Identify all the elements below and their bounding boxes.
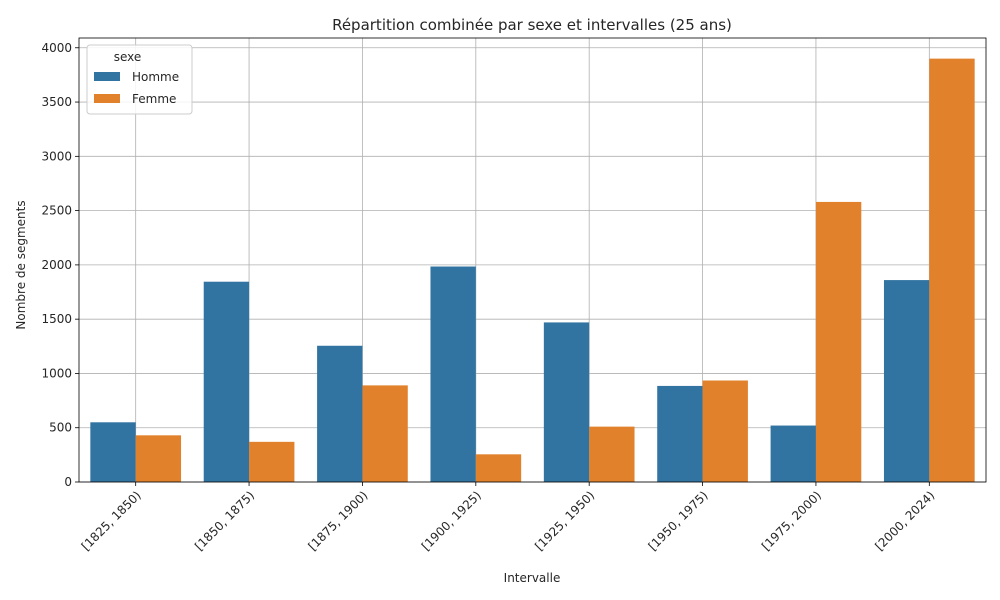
bar-femme xyxy=(702,380,748,482)
legend-label-femme: Femme xyxy=(132,92,176,106)
y-tick-label: 4000 xyxy=(41,41,72,55)
x-tick-label: [1950, 1975) xyxy=(646,488,711,553)
plot-frame xyxy=(78,37,987,483)
y-tick-label: 1000 xyxy=(41,366,72,380)
bar-femme xyxy=(589,426,635,482)
x-tick-label: [1925, 1950) xyxy=(532,488,597,553)
bar-homme xyxy=(317,345,363,482)
bar-homme xyxy=(770,425,816,482)
y-tick-label: 500 xyxy=(49,421,72,435)
bar-homme xyxy=(543,322,590,482)
bar-femme xyxy=(929,58,975,482)
x-axis-title: Intervalle xyxy=(504,571,561,585)
x-tick-label: [1900, 1925) xyxy=(419,488,484,553)
x-axis: [1825, 1850) [1850, 1875) [1875, 1900) [190… xyxy=(79,482,937,553)
x-tick-label: [2000, 2024) xyxy=(872,488,937,553)
bar-homme xyxy=(657,385,703,482)
bar-femme xyxy=(815,201,862,482)
y-axis: 0 500 1000 1500 2000 2500 3000 3500 4000 xyxy=(41,41,79,489)
y-tick-label: 2500 xyxy=(41,204,72,218)
bar-homme xyxy=(883,280,930,482)
bar-femme xyxy=(135,435,182,482)
x-tick-label: [1975, 2000) xyxy=(759,488,824,553)
legend-title: sexe xyxy=(114,50,142,64)
x-tick-label: [1850, 1875) xyxy=(192,488,257,553)
y-tick-label: 3500 xyxy=(41,95,72,109)
y-tick-label: 3000 xyxy=(41,149,72,163)
plot-border xyxy=(78,37,987,483)
bar-homme xyxy=(203,281,250,482)
y-tick-label: 0 xyxy=(64,475,72,489)
bars xyxy=(90,58,975,482)
bar-femme xyxy=(475,454,522,482)
x-tick-label: [1825, 1850) xyxy=(79,488,144,553)
bar-homme xyxy=(430,266,476,482)
legend: sexe Homme Femme xyxy=(86,44,193,115)
y-tick-label: 1500 xyxy=(41,312,72,326)
x-tick-label: [1875, 1900) xyxy=(305,488,370,553)
legend-swatch-homme xyxy=(94,72,120,81)
legend-swatch-femme xyxy=(94,94,120,103)
bar-femme xyxy=(362,385,408,482)
bar-homme xyxy=(90,422,136,482)
legend-label-homme: Homme xyxy=(132,70,179,84)
chart-title: Répartition combinée par sexe et interva… xyxy=(332,16,732,34)
bar-femme xyxy=(249,441,295,482)
y-axis-title: Nombre de segments xyxy=(14,200,28,329)
y-tick-label: 2000 xyxy=(41,258,72,272)
